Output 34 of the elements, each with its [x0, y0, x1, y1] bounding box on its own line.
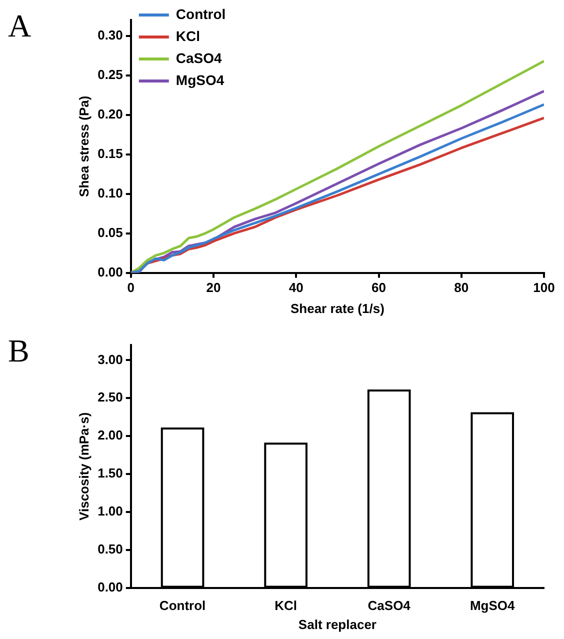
chart-title: A: [8, 7, 32, 44]
x-tick-label: MgSO4: [470, 598, 516, 614]
y-tick-label: 0.20: [98, 106, 123, 122]
x-tick-label: CaSO4: [368, 598, 412, 614]
y-tick-label: 2.50: [98, 390, 123, 405]
y-tick-label: 0.10: [98, 185, 123, 200]
y-axis-title: Shea stress (Pa): [76, 96, 92, 197]
y-tick-label: 1.00: [98, 504, 123, 519]
y-tick-label: 0.05: [98, 224, 123, 240]
x-tick-label: 80: [454, 280, 469, 296]
legend-label: MgSO4: [176, 72, 224, 88]
y-axis-title: Viscosity (mPa·s): [76, 412, 92, 520]
x-tick-label: 60: [372, 280, 386, 296]
y-tick-label: 0.15: [98, 146, 123, 161]
y-tick-label: 0.00: [98, 264, 123, 280]
x-tick-label: 0: [127, 280, 135, 296]
x-tick-label: Control: [159, 598, 206, 614]
y-tick-label: 0.25: [98, 66, 123, 82]
chart-title: B: [8, 332, 30, 368]
y-tick-label: 0.50: [98, 541, 123, 556]
legend-label: KCl: [176, 28, 200, 44]
x-tick-label: 100: [533, 280, 555, 296]
legend-label: Control: [176, 6, 226, 22]
y-tick-label: 2.00: [98, 428, 123, 443]
legend-label: CaSO4: [176, 50, 222, 66]
y-tick-label: 0.00: [98, 579, 123, 594]
x-axis-title: Shear rate (1/s): [290, 300, 384, 316]
x-tick-label: KCl: [274, 598, 298, 614]
y-tick-label: 1.50: [98, 466, 123, 481]
x-tick-label: 40: [288, 280, 304, 296]
y-tick-label: 0.30: [98, 27, 123, 42]
x-axis-title: Salt replacer: [298, 616, 376, 632]
y-tick-label: 3.00: [98, 352, 123, 367]
x-tick-label: 20: [206, 280, 221, 296]
